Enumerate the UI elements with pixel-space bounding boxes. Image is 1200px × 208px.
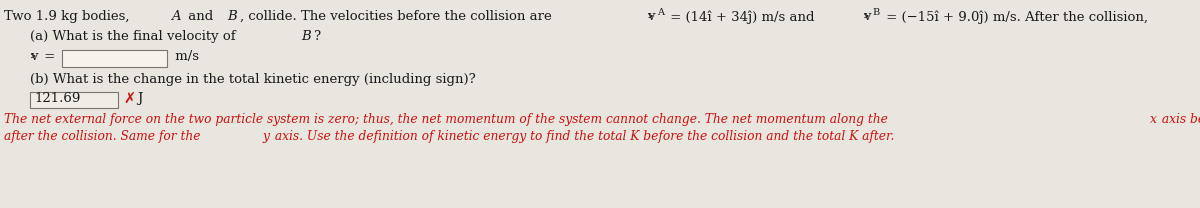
Text: A: A bbox=[658, 8, 664, 17]
Text: = (14î + 34ĵ) m/s and: = (14î + 34ĵ) m/s and bbox=[666, 10, 818, 24]
Text: B: B bbox=[872, 8, 880, 17]
Text: ✗: ✗ bbox=[124, 92, 136, 107]
Text: , collide. The velocities before the collision are: , collide. The velocities before the col… bbox=[240, 10, 556, 23]
Text: v: v bbox=[647, 10, 655, 23]
Text: J: J bbox=[137, 92, 143, 105]
Text: ?: ? bbox=[313, 30, 320, 43]
Text: =: = bbox=[40, 50, 55, 63]
Text: m/s: m/s bbox=[172, 50, 199, 63]
Text: B: B bbox=[227, 10, 236, 23]
Text: The net external force on the two particle system is zero; thus, the net momentu: The net external force on the two partic… bbox=[4, 113, 892, 126]
Text: (b) What is the change in the total kinetic energy (including sign)?: (b) What is the change in the total kine… bbox=[30, 73, 475, 86]
Text: A: A bbox=[172, 10, 181, 23]
Text: axis before the collision must equal that: axis before the collision must equal tha… bbox=[1158, 113, 1200, 126]
FancyBboxPatch shape bbox=[62, 50, 167, 67]
Text: after the collision. Same for the: after the collision. Same for the bbox=[4, 130, 204, 143]
Text: and: and bbox=[184, 10, 217, 23]
Text: 121.69: 121.69 bbox=[34, 92, 80, 105]
Text: Two 1.9 kg bodies,: Two 1.9 kg bodies, bbox=[4, 10, 133, 23]
FancyBboxPatch shape bbox=[30, 92, 118, 108]
Text: v: v bbox=[30, 50, 37, 63]
Text: (a) What is the final velocity of: (a) What is the final velocity of bbox=[30, 30, 240, 43]
Text: = (−15î + 9.0ĵ) m/s. After the collision,: = (−15î + 9.0ĵ) m/s. After the collision… bbox=[882, 10, 1152, 24]
Text: v: v bbox=[863, 10, 871, 23]
Text: x: x bbox=[1150, 113, 1157, 126]
Text: axis. Use the definition of kinetic energy to find the total K before the collis: axis. Use the definition of kinetic ener… bbox=[271, 130, 895, 143]
Text: y: y bbox=[263, 130, 270, 143]
Text: B: B bbox=[301, 30, 311, 43]
